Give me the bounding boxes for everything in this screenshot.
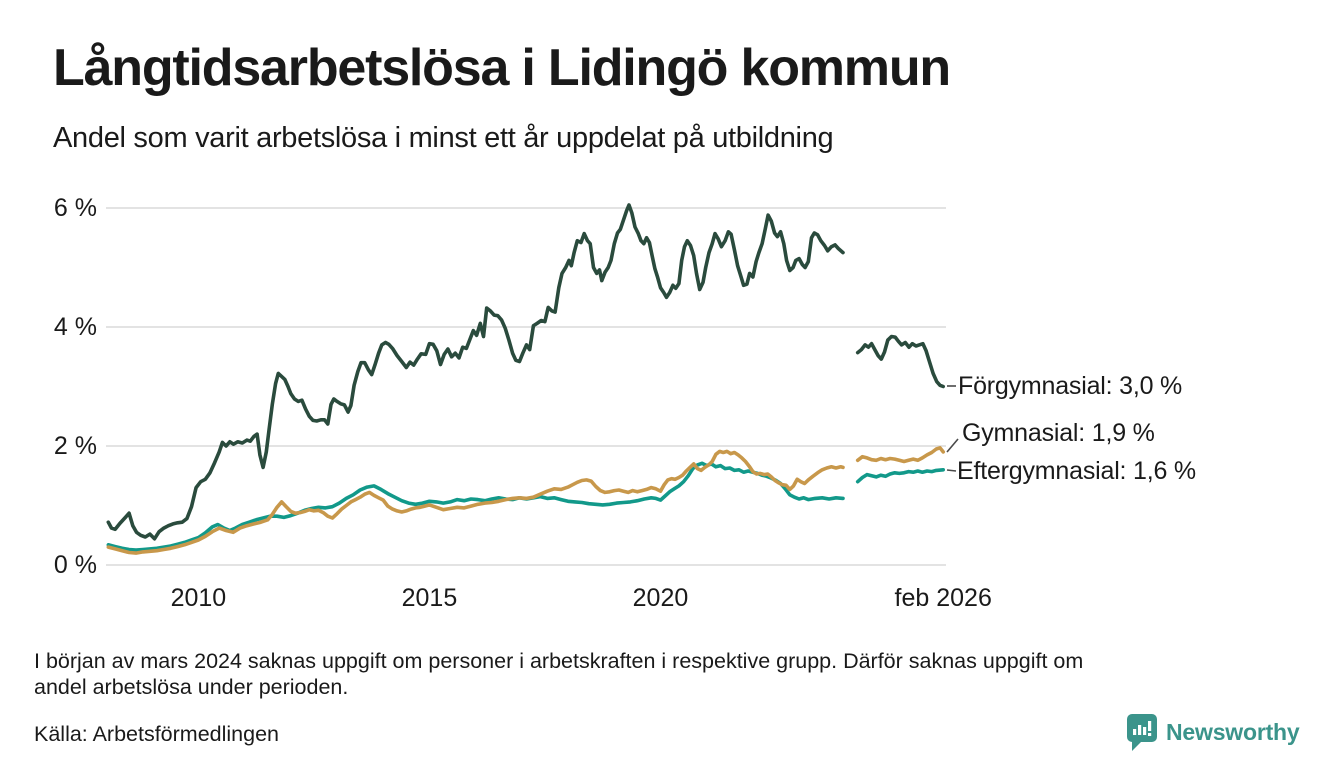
x-tick-label: 2020: [632, 584, 689, 612]
series-end-label: Gymnasial: 1,9 %: [962, 419, 1155, 447]
series-path: [106, 449, 845, 555]
series-end-label: Förgymnasial: 3,0 %: [958, 372, 1183, 400]
annotation-connector: [946, 438, 959, 453]
series-lines: [106, 203, 945, 555]
y-tick-label: 4 %: [53, 313, 97, 341]
footnote-line-2: andel arbetslösa under perioden.: [34, 675, 349, 699]
annotation-connector-lines: [946, 385, 959, 472]
newsworthy-icon: [1127, 714, 1157, 751]
y-tick-label: 0 %: [53, 551, 97, 579]
series-eftergymnasial: [106, 461, 945, 552]
page-subtitle: Andel som varit arbetslösa i minst ett å…: [53, 122, 834, 154]
series-gymnasial: [106, 446, 945, 555]
series-path: [855, 446, 945, 464]
series-path: [855, 468, 945, 484]
series-end-label: Eftergymnasial: 1,6 %: [957, 457, 1196, 485]
footnote: I början av mars 2024 saknas uppgift om …: [34, 648, 1083, 700]
newsworthy-logo: Newsworthy: [1127, 714, 1300, 751]
annotation-connector: [946, 469, 957, 472]
x-tick-label: 2010: [170, 584, 227, 612]
gridlines: [106, 207, 946, 566]
source-note: Källa: Arbetsförmedlingen: [34, 722, 280, 746]
y-tick-label: 6 %: [53, 194, 97, 222]
series-path: [106, 203, 845, 541]
x-tick-label: 2015: [401, 584, 458, 612]
series-frgymnasial: [106, 203, 945, 541]
footnote-line-1: I början av mars 2024 saknas uppgift om …: [34, 649, 1084, 673]
y-tick-label: 2 %: [53, 432, 97, 460]
newsworthy-wordmark: Newsworthy: [1166, 719, 1300, 745]
x-tick-label: feb 2026: [894, 584, 992, 612]
series-path: [855, 334, 945, 389]
page-title: Långtidsarbetslösa i Lidingö kommun: [53, 39, 951, 97]
